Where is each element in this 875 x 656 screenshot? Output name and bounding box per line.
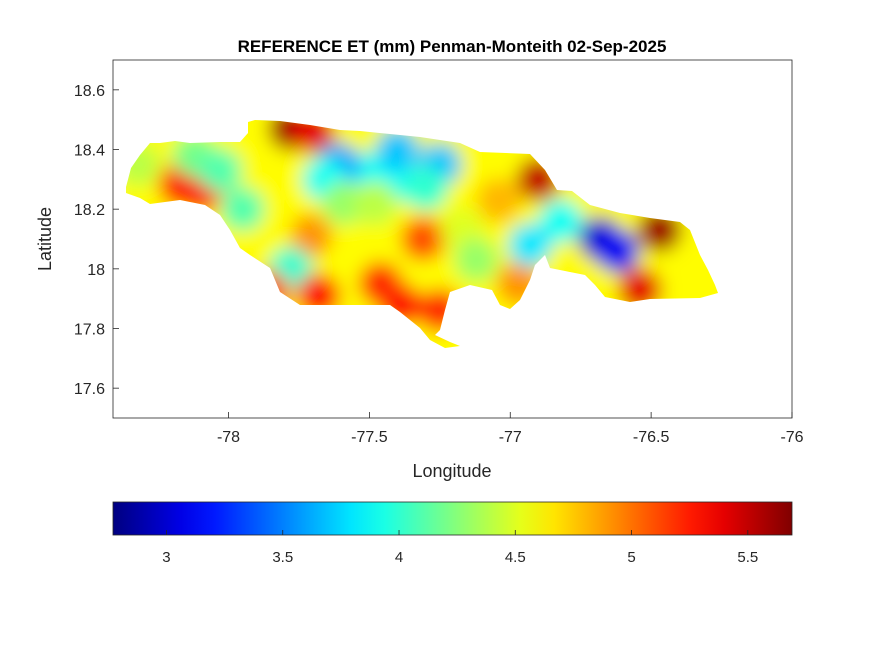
et-sample: [322, 181, 367, 226]
x-tick-label: -76.5: [633, 429, 670, 446]
colorbar-tick-label: 3.5: [272, 549, 293, 566]
y-tick-label: 18.2: [74, 202, 105, 219]
et-sample: [538, 199, 583, 244]
y-tick-label: 17.6: [74, 381, 105, 398]
et-sample: [403, 166, 448, 211]
y-axis-label: Latitude: [35, 207, 55, 271]
colorbar-tick-label: 3: [162, 549, 170, 566]
colorbar-tick-label: 4: [395, 549, 403, 566]
x-tick-label: -77.5: [351, 429, 388, 446]
y-tick-label: 18.6: [74, 83, 105, 100]
colorbar-tick-label: 5: [627, 549, 635, 566]
et-sample: [400, 217, 445, 261]
x-tick-label: -76: [780, 429, 803, 446]
chart-title: REFERENCE ET (mm) Penman-Monteith 02-Sep…: [238, 37, 667, 56]
et-sample: [358, 261, 403, 306]
x-tick-label: -78: [217, 429, 240, 446]
x-axis-label: Longitude: [412, 461, 491, 481]
x-tick-label: -77: [499, 429, 522, 446]
et-sample: [454, 237, 499, 282]
et-sample: [198, 148, 243, 193]
colorbar-tick-label: 5.5: [737, 549, 758, 566]
colorbar: [112, 501, 793, 536]
et-sample: [507, 222, 552, 267]
et-sample: [375, 127, 420, 172]
y-tick-label: 18: [87, 262, 105, 279]
colorbar-tick-label: 4.5: [505, 549, 526, 566]
y-tick-label: 17.8: [74, 322, 105, 339]
et-sample: [288, 214, 333, 259]
et-sample: [220, 187, 265, 232]
et-sample: [353, 181, 398, 226]
y-tick-label: 18.4: [74, 143, 105, 160]
et-sample: [595, 228, 640, 273]
et-sample: [476, 178, 521, 223]
